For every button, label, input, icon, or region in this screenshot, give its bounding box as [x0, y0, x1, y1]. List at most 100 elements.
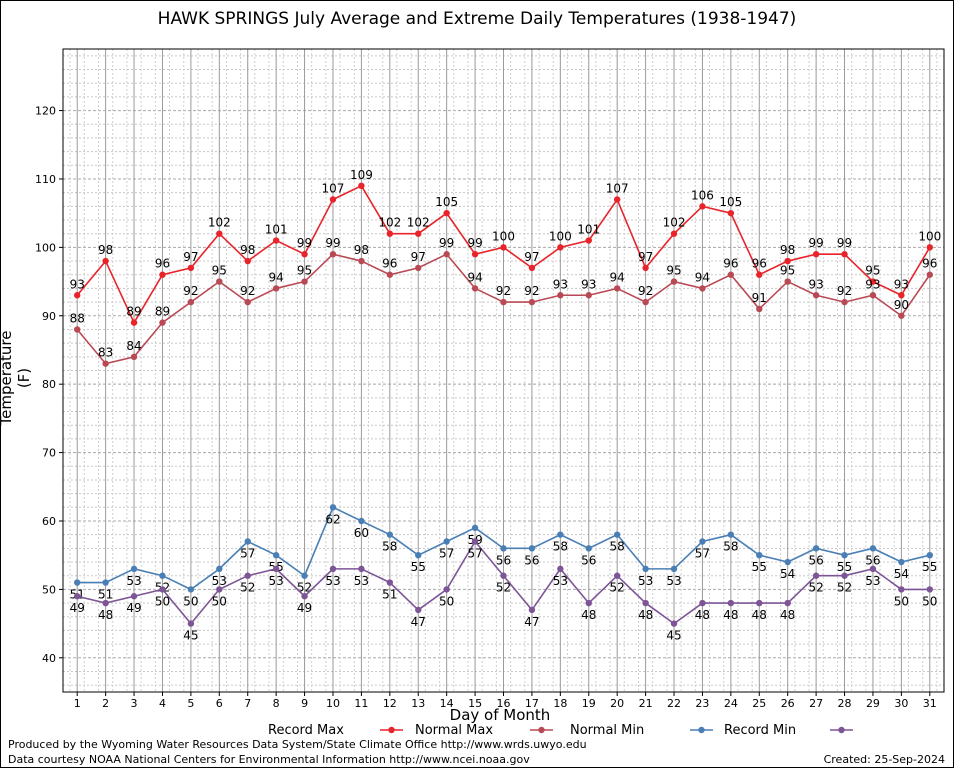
data-label: 56 [865, 553, 880, 567]
data-point [613, 285, 621, 292]
data-label: 98 [98, 243, 113, 257]
data-point [130, 565, 138, 573]
data-point [471, 538, 479, 545]
y-tick-label: 100 [35, 241, 56, 254]
data-point [869, 292, 877, 299]
data-point [613, 196, 621, 203]
data-label: 92 [240, 284, 255, 298]
data-label: 93 [553, 277, 568, 291]
x-tick-label: 7 [244, 697, 251, 710]
data-point [812, 292, 820, 299]
data-point [329, 196, 337, 203]
data-label: 96 [723, 257, 738, 271]
data-label: 88 [70, 311, 85, 325]
data-label: 92 [638, 284, 653, 298]
data-label: 100 [918, 229, 941, 243]
data-point [301, 278, 308, 285]
data-label: 105 [719, 195, 742, 209]
data-label: 48 [752, 608, 767, 622]
data-point [841, 298, 848, 306]
data-point [386, 531, 394, 538]
data-point [727, 599, 735, 607]
data-label: 101 [577, 223, 600, 237]
data-label: 56 [496, 553, 511, 567]
data-label: 57 [695, 547, 710, 561]
data-label: 95 [212, 264, 227, 278]
data-point [471, 251, 479, 258]
data-point [642, 599, 649, 607]
data-label: 84 [126, 339, 141, 353]
data-point [727, 271, 735, 278]
data-label: 94 [695, 270, 710, 284]
data-label: 45 [666, 629, 681, 643]
data-point [784, 558, 791, 566]
data-label: 96 [382, 257, 397, 271]
data-label: 51 [98, 588, 113, 602]
data-point [74, 326, 81, 333]
data-point [585, 292, 592, 299]
data-label: 98 [354, 243, 369, 257]
data-point [244, 538, 251, 545]
data-label: 57 [439, 547, 454, 561]
y-tick-label: 110 [35, 173, 56, 186]
data-point [841, 251, 848, 258]
data-label: 48 [723, 608, 738, 622]
data-label: 55 [752, 560, 767, 574]
data-point [415, 551, 422, 559]
data-label: 97 [411, 250, 426, 264]
data-label: 92 [183, 284, 198, 298]
data-label: 52 [808, 581, 823, 595]
data-label: 58 [382, 540, 397, 554]
legend-label: Record Min [724, 723, 796, 738]
data-point [272, 237, 280, 244]
data-label: 94 [610, 270, 625, 284]
data-label: 62 [325, 512, 340, 526]
x-tick-label: 23 [695, 697, 709, 710]
data-label: 95 [865, 264, 880, 278]
data-point [727, 531, 735, 538]
data-point [500, 572, 507, 579]
data-point [642, 264, 649, 272]
data-label: 56 [808, 553, 823, 567]
legend-marker [838, 726, 845, 734]
data-point [471, 524, 479, 532]
data-point [613, 572, 621, 579]
data-label: 57 [240, 547, 255, 561]
data-label: 96 [752, 257, 767, 271]
data-label: 89 [155, 305, 170, 319]
data-point [244, 572, 251, 579]
x-tick-label: 14 [440, 697, 454, 710]
data-point [898, 312, 905, 319]
data-label: 53 [638, 574, 653, 588]
data-label: 48 [581, 608, 596, 622]
data-label: 52 [837, 581, 852, 595]
data-label: 54 [894, 567, 909, 581]
y-tick-label: 50 [42, 583, 56, 596]
x-tick-label: 21 [639, 697, 653, 710]
data-point [358, 517, 365, 525]
data-point [585, 599, 592, 607]
data-point [301, 251, 308, 258]
data-label: 96 [922, 257, 937, 271]
data-label: 101 [265, 223, 288, 237]
data-point [528, 606, 536, 614]
legend-marker [538, 726, 545, 734]
data-point [443, 209, 450, 217]
data-point [528, 264, 536, 272]
data-label: 99 [467, 236, 482, 250]
x-tick-label: 17 [525, 697, 539, 710]
data-label: 55 [837, 560, 852, 574]
data-label: 98 [240, 243, 255, 257]
data-point [187, 586, 195, 593]
data-point [869, 278, 877, 285]
data-point [159, 319, 166, 326]
data-label: 100 [549, 229, 572, 243]
data-label: 55 [922, 560, 937, 574]
data-label: 49 [297, 601, 312, 615]
data-point [756, 305, 763, 313]
data-point [187, 620, 195, 627]
data-label: 102 [208, 216, 231, 230]
data-point [443, 586, 450, 593]
data-label: 56 [581, 553, 596, 567]
data-label: 47 [524, 615, 539, 629]
